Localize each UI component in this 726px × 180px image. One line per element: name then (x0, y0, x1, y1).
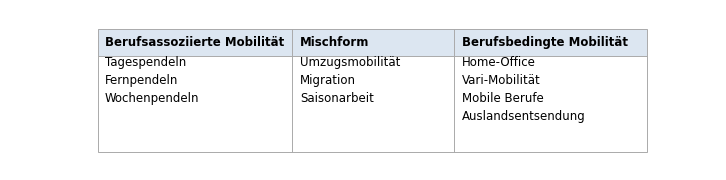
Bar (97, 29, 647, 56)
Text: Auslandsentsendung: Auslandsentsendung (462, 110, 585, 123)
Text: Mobile Berufe: Mobile Berufe (462, 92, 544, 105)
Bar (97, 56, 647, 152)
Text: Migration: Migration (300, 74, 356, 87)
Text: Berufsbedingte Mobilität: Berufsbedingte Mobilität (462, 36, 628, 49)
Text: Wochenpendeln: Wochenpendeln (105, 92, 200, 105)
Text: Fernpendeln: Fernpendeln (105, 74, 178, 87)
Bar (97, 29, 647, 152)
Text: Tagespendeln: Tagespendeln (105, 56, 186, 69)
Text: Vari-Mobilität: Vari-Mobilität (462, 74, 541, 87)
Text: Berufsassoziierte Mobilität: Berufsassoziierte Mobilität (105, 36, 284, 49)
Text: Saisonarbeit: Saisonarbeit (300, 92, 374, 105)
Text: Mischform: Mischform (300, 36, 369, 49)
Text: Home-Office: Home-Office (462, 56, 536, 69)
Text: Umzugsmobilität: Umzugsmobilität (300, 56, 400, 69)
